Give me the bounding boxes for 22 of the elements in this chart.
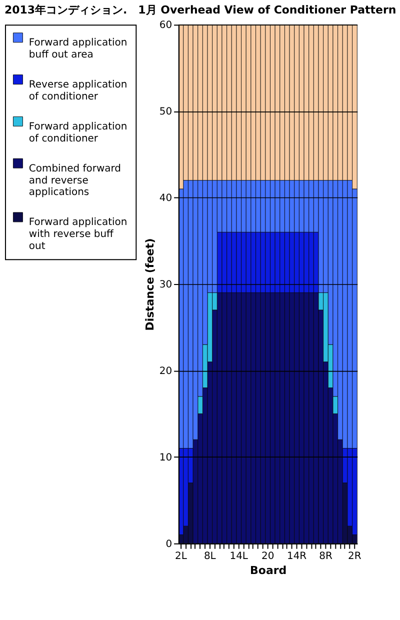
y-tick-label: 30 — [159, 280, 172, 291]
chart-title: 2013年コンディション. 1月 Overhead View of Conditioner Pattern — [4, 4, 396, 17]
y-tick-label: 20 — [159, 366, 172, 377]
legend-label: Reverse application of conditioner — [28, 80, 128, 102]
x-tick-label: 8L — [204, 550, 216, 562]
x-tick-label: 14R — [286, 550, 307, 562]
x-axis-title: Board — [250, 564, 287, 577]
x-tick-label: 2L — [175, 550, 188, 562]
legend-label: Forward application buff out area — [28, 38, 128, 61]
y-tick-label: 10 — [159, 452, 172, 464]
y-tick-label: 60 — [159, 20, 172, 32]
x-tick-label: 2R — [348, 550, 362, 562]
x-tick-label: 14L — [230, 550, 248, 562]
y-axis-title: Distance (feet) — [143, 238, 156, 331]
y-tick-label: 0 — [166, 538, 172, 550]
x-tick-label: 20 — [261, 550, 274, 562]
y-tick-label: 50 — [159, 106, 172, 118]
x-tick-label: 8R — [319, 550, 332, 562]
y-tick-label: 40 — [159, 193, 172, 204]
legend-label: Forward application with reverse buff out — [28, 217, 128, 252]
legend-label: Combined forward and reverse applications — [28, 163, 121, 198]
legend-label: Forward application of conditioner — [28, 121, 128, 144]
